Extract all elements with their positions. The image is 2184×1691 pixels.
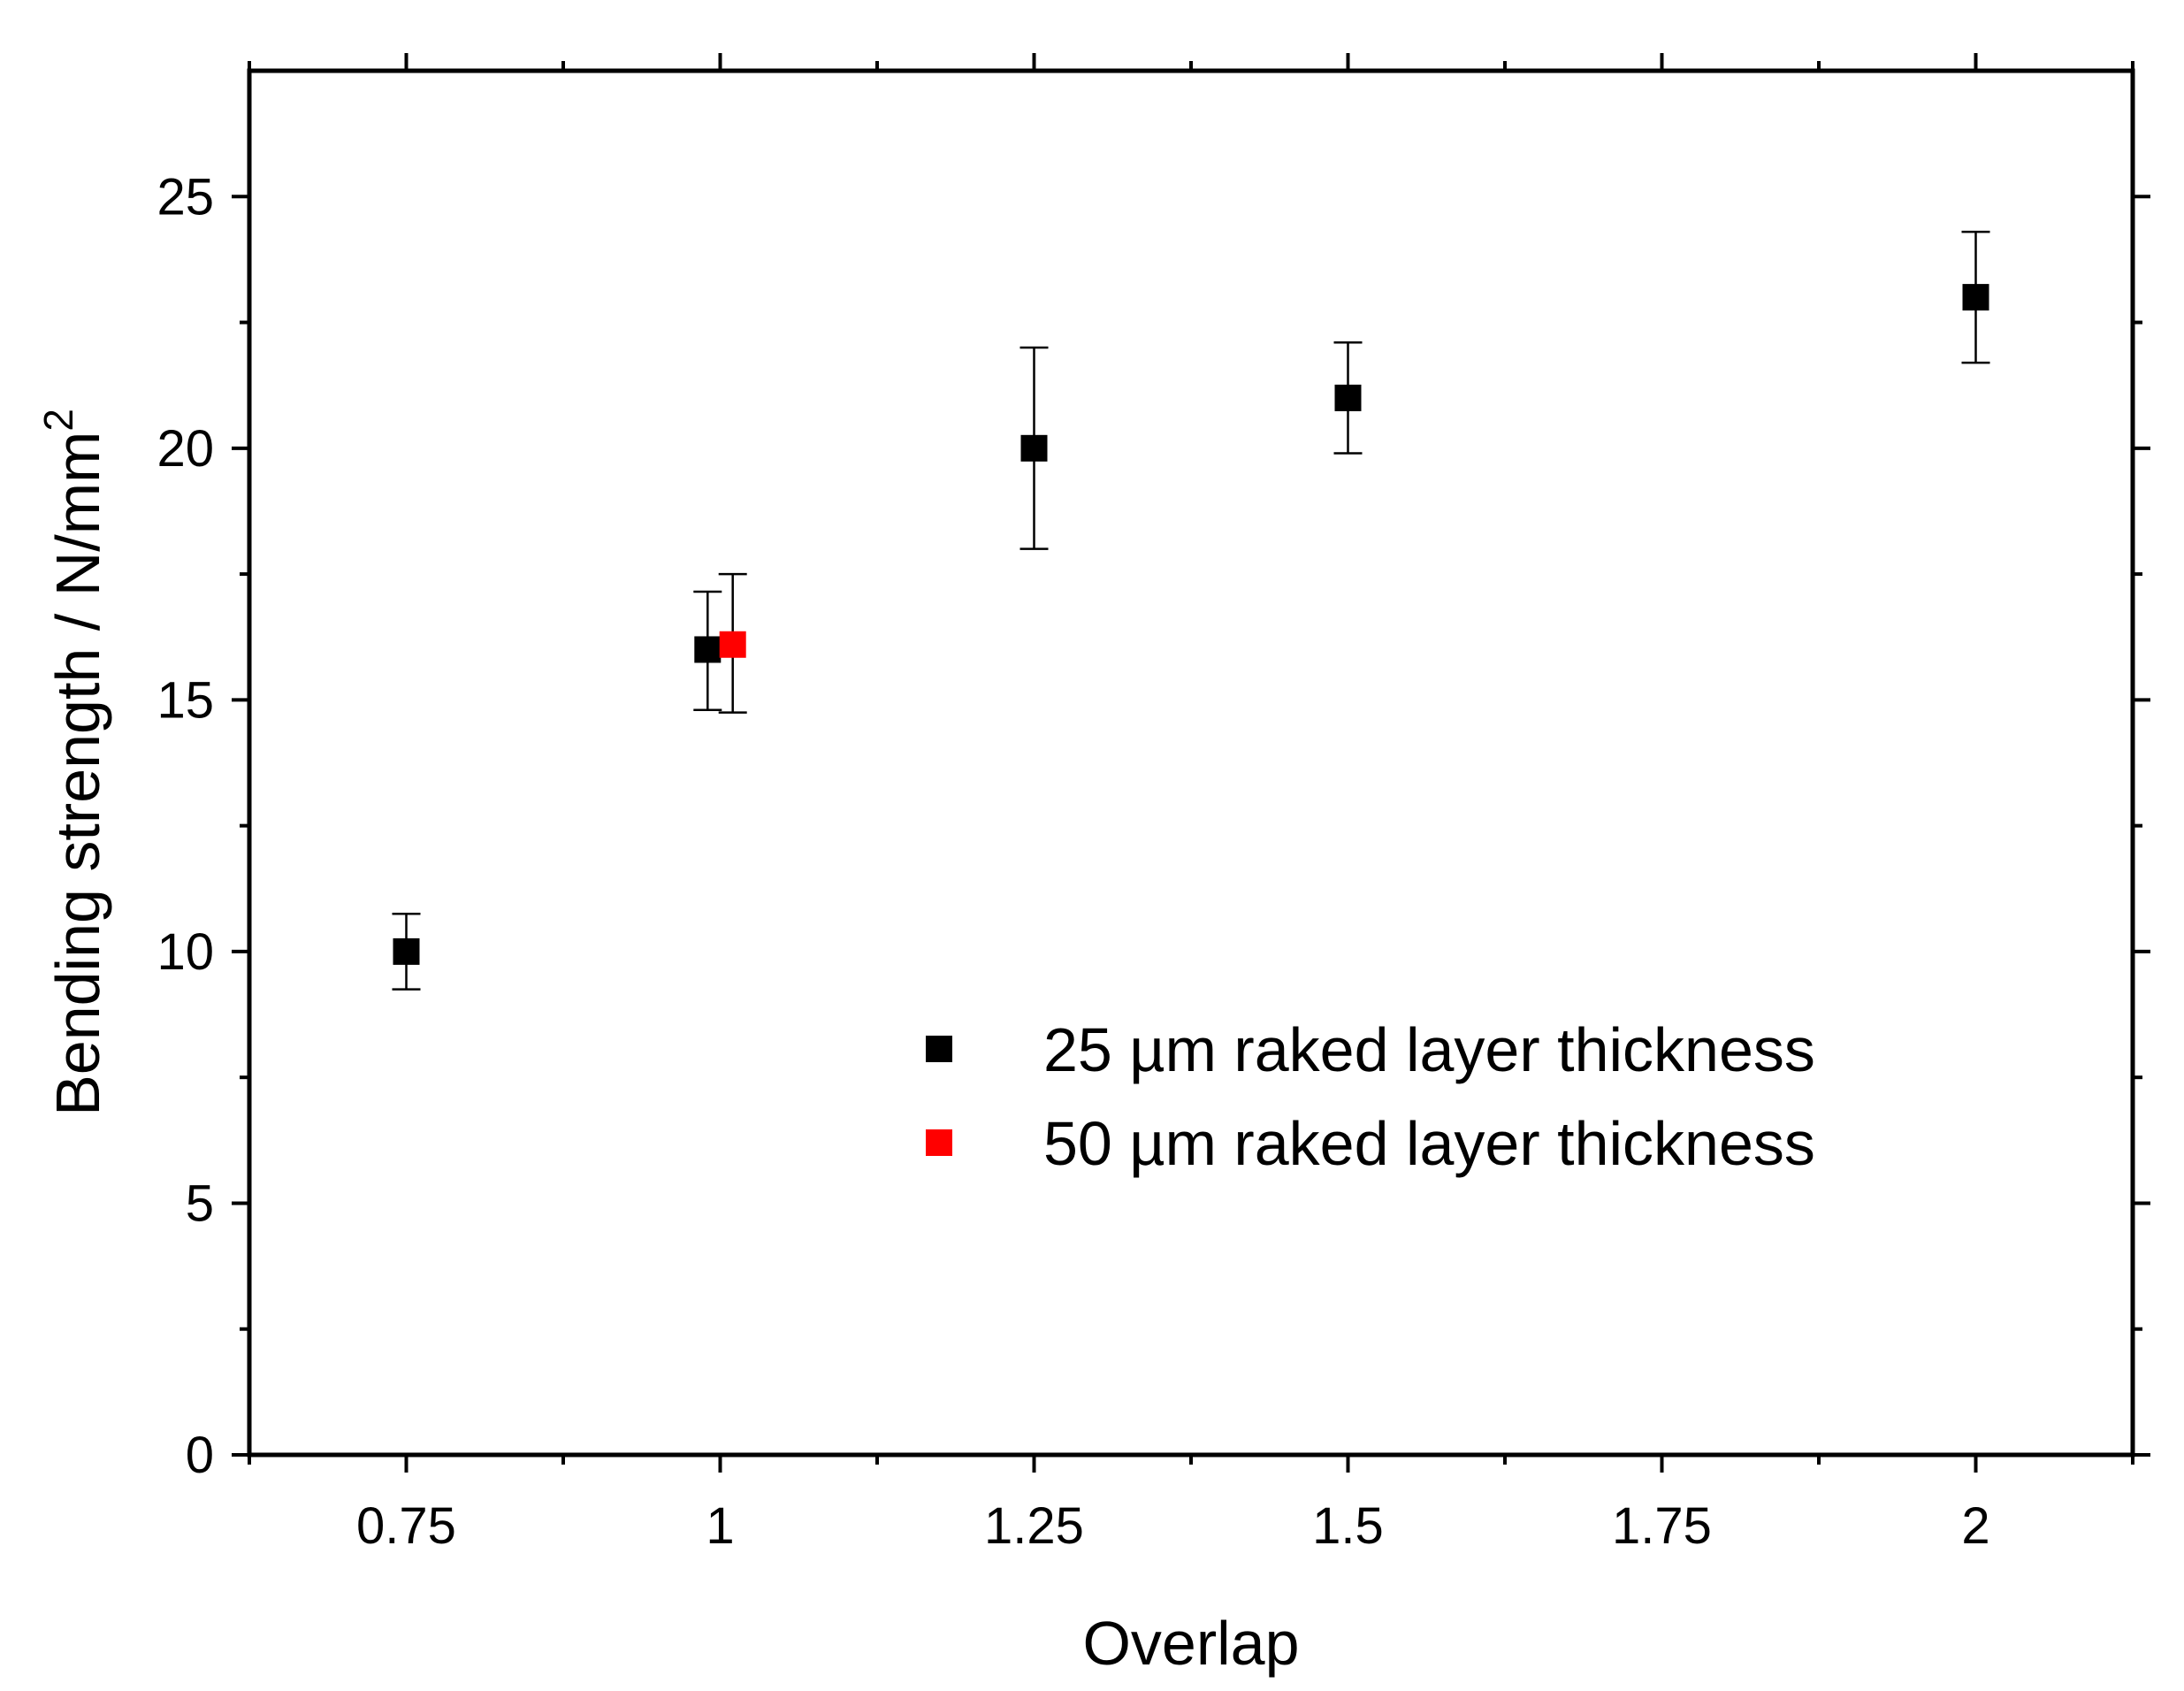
legend-marker-series-1: [926, 1036, 952, 1062]
y-axis-title: Bending strength / N/mm2: [35, 409, 112, 1116]
y-axis-title-text: Bending strength / N/mm: [43, 432, 112, 1116]
data-point-series-1: [1334, 384, 1362, 411]
plot-frame: [247, 68, 2135, 1458]
y-tick-label: 0: [186, 1427, 214, 1484]
y-tick-label: 25: [157, 168, 214, 226]
y-tick-label: 10: [157, 923, 214, 981]
y-tick-label: 20: [157, 420, 214, 478]
x-tick-label: 1.5: [1312, 1497, 1384, 1555]
legend-marker-series-2: [926, 1129, 952, 1156]
data-point-series-1: [1020, 434, 1048, 462]
data-points: [393, 284, 1989, 965]
x-tick-label: 1.25: [984, 1497, 1084, 1555]
y-tick-label: 15: [157, 671, 214, 729]
data-point-series-2: [719, 631, 746, 658]
x-tick-label: 1: [706, 1497, 734, 1555]
legend: 25 µm raked layer thickness 50 µm raked …: [926, 1015, 1815, 1178]
y-axis-title-superscript: 2: [35, 409, 81, 432]
data-point-series-1: [694, 636, 722, 663]
data-point-series-1: [393, 937, 420, 965]
y-tick-label: 5: [186, 1175, 214, 1232]
data-point-series-1: [1962, 284, 1989, 311]
axis-ticks: [232, 53, 2150, 1473]
legend-label-series-2: 50 µm raked layer thickness: [1043, 1109, 1815, 1178]
error-bars: [392, 230, 1990, 991]
x-tick-label: 2: [1961, 1497, 1989, 1555]
x-tick-label: 0.75: [356, 1497, 456, 1555]
legend-label-series-1: 25 µm raked layer thickness: [1043, 1015, 1815, 1084]
x-tick-label: 1.75: [1612, 1497, 1712, 1555]
x-axis-title: Overlap: [1082, 1609, 1299, 1678]
